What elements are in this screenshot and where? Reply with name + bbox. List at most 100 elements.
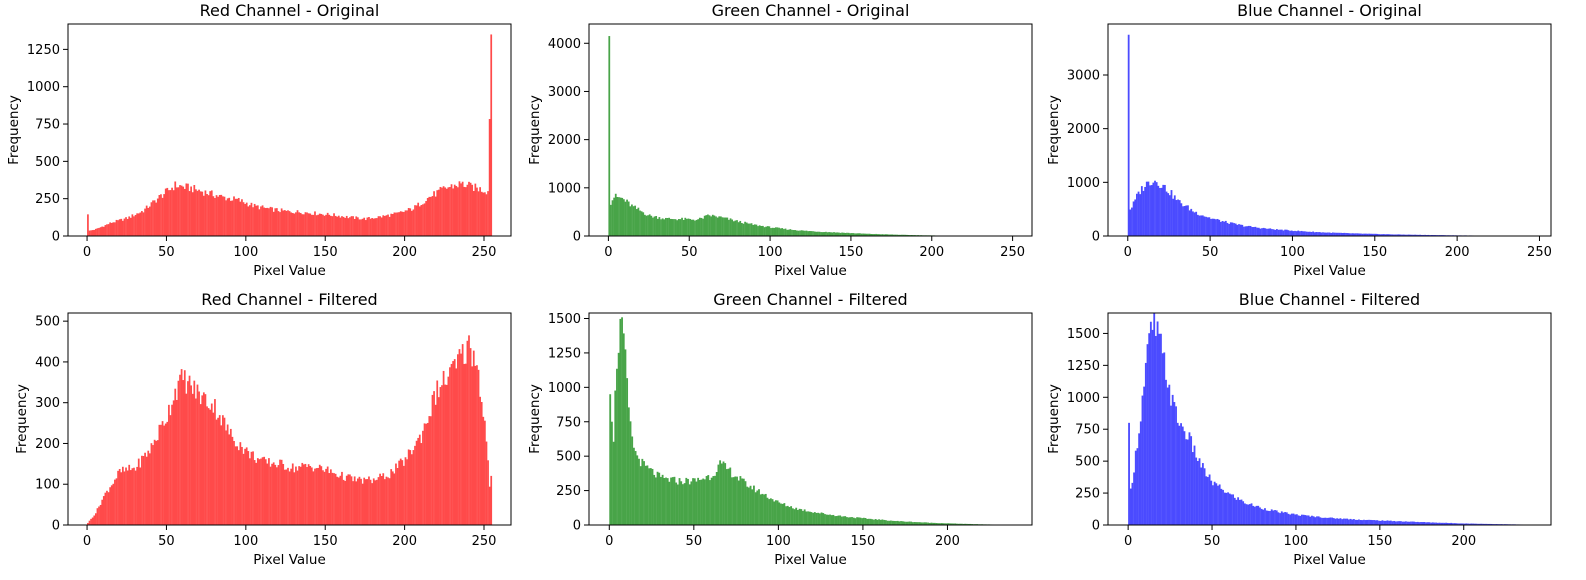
- histogram-bar: [847, 232, 850, 236]
- histogram-bar: [380, 217, 383, 236]
- histogram-bar: [444, 384, 447, 525]
- histogram-bar: [242, 202, 245, 236]
- histogram-bar: [1397, 234, 1400, 236]
- histogram-bar: [1308, 231, 1311, 236]
- histogram-bar: [1274, 229, 1277, 236]
- histogram-bar: [341, 471, 343, 525]
- histogram-bar: [169, 415, 172, 525]
- histogram-bar: [325, 468, 327, 525]
- histogram-bar: [1487, 523, 1490, 525]
- histogram-bar: [957, 523, 960, 525]
- histogram-bar: [1348, 233, 1351, 236]
- histogram-bar: [1170, 405, 1172, 525]
- histogram-bar: [1144, 362, 1147, 525]
- histogram-bar: [199, 191, 202, 236]
- histogram-bar: [810, 231, 813, 236]
- red-filtered-panel: 0 50 100 150 200 250 0 100 200 300 400 500 Red Chann…: [14, 290, 512, 568]
- histogram-bar: [1415, 522, 1417, 525]
- histogram-bar: [849, 233, 852, 236]
- histogram-bar: [1436, 522, 1439, 525]
- histogram-bar: [450, 184, 453, 236]
- histogram-bar: [1431, 522, 1434, 525]
- histogram-bar: [391, 471, 394, 525]
- histogram-bar: [925, 522, 928, 525]
- axes-frame: [1107, 312, 1552, 526]
- histogram-bar: [610, 204, 612, 236]
- histogram-bar: [296, 210, 299, 236]
- y-tick-label: 300: [35, 396, 60, 411]
- histogram-bar: [1160, 333, 1162, 525]
- histogram-bar: [1322, 232, 1324, 236]
- histogram-bar: [87, 522, 89, 525]
- histogram-bar: [460, 353, 462, 525]
- histogram-bar: [621, 317, 623, 525]
- histogram-bar: [636, 455, 639, 525]
- histogram-bar: [1358, 519, 1360, 525]
- histogram-bar: [1475, 523, 1478, 525]
- histogram-bar: [222, 196, 224, 236]
- histogram-bar: [445, 384, 448, 525]
- histogram-bar: [220, 425, 223, 525]
- x-tick-label: 250: [1527, 245, 1552, 260]
- histogram-bar: [223, 196, 226, 236]
- histogram-bar: [287, 467, 289, 525]
- histogram-bar: [1279, 513, 1281, 525]
- histogram-bar: [120, 472, 123, 525]
- x-axis-label: Pixel Value: [774, 552, 847, 568]
- histogram-bar: [363, 217, 366, 236]
- histogram-bar: [177, 187, 180, 236]
- histogram-bar: [1260, 508, 1263, 525]
- histogram-bar: [201, 191, 204, 236]
- histogram-bar: [774, 227, 777, 236]
- y-tick-label: 1000: [1067, 391, 1100, 406]
- histogram-bar: [1368, 519, 1370, 525]
- histogram-bar: [109, 487, 112, 525]
- histogram-bar: [285, 469, 288, 525]
- histogram-bar: [692, 219, 695, 236]
- histogram-bar: [477, 191, 480, 236]
- histogram-bar: [121, 220, 124, 236]
- histogram-bar: [686, 218, 688, 236]
- x-tick-label: 0: [604, 245, 612, 260]
- histogram-bar: [1383, 520, 1386, 525]
- histogram-bar: [391, 214, 394, 236]
- histogram-bar: [908, 521, 911, 525]
- histogram-bar: [233, 441, 235, 525]
- histogram-bar: [650, 215, 653, 236]
- histogram-bar: [396, 212, 399, 236]
- histogram-bar: [700, 479, 703, 525]
- red-filtered-bars: [87, 335, 493, 525]
- histogram-bar: [861, 518, 864, 525]
- histogram-bar: [1389, 520, 1392, 525]
- histogram-bar: [353, 218, 356, 236]
- histogram-bar: [415, 440, 418, 525]
- histogram-bar: [322, 470, 324, 525]
- histogram-bar: [487, 191, 489, 236]
- histogram-bar: [867, 233, 869, 236]
- histogram-bar: [820, 512, 823, 525]
- histogram-bar: [644, 465, 647, 525]
- histogram-bar: [1178, 200, 1181, 236]
- y-tick-label: 1500: [548, 312, 581, 327]
- histogram-bar: [643, 461, 645, 525]
- histogram-bar: [859, 233, 861, 236]
- histogram-bar: [1203, 216, 1206, 236]
- histogram-bar: [1262, 509, 1265, 525]
- y-tick-label: 100: [35, 478, 60, 493]
- histogram-bar: [1411, 234, 1413, 236]
- x-tick-label: 0: [605, 534, 613, 549]
- histogram-bar: [675, 482, 678, 525]
- histogram-bar: [1303, 231, 1306, 236]
- histogram-bar: [160, 194, 162, 236]
- x-tick-label: 150: [851, 534, 876, 549]
- histogram-bar: [1201, 215, 1204, 236]
- histogram-bar: [932, 522, 935, 525]
- histogram-bar: [1183, 206, 1186, 236]
- blue-filtered-panel: 0 50 100 150 200 0 250 500 750 1000 1250 1500 Blue C…: [1046, 290, 1552, 568]
- histogram-bar: [955, 523, 958, 525]
- histogram-bar: [404, 457, 407, 525]
- histogram-bar: [749, 223, 751, 236]
- histogram-bar: [724, 217, 727, 236]
- histogram-bar: [350, 476, 353, 525]
- histogram-bar: [1156, 321, 1159, 525]
